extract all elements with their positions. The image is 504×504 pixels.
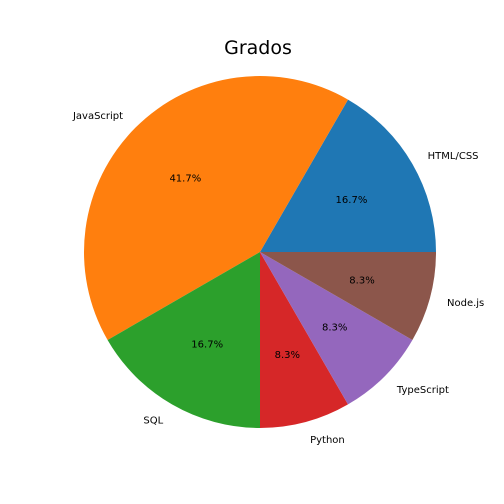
slice-percent-label: 16.7% xyxy=(336,195,368,206)
slice-label: SQL xyxy=(143,416,163,427)
slice-percent-label: 8.3% xyxy=(275,350,300,361)
pie-slice-html-css xyxy=(260,99,436,252)
pie-slice-node-js xyxy=(260,252,436,340)
slice-label: JavaScript xyxy=(72,111,123,122)
slice-label: Node.js xyxy=(447,298,484,309)
slice-percent-label: 16.7% xyxy=(191,339,223,350)
slice-label: Python xyxy=(310,435,345,446)
pie-slice-typescript xyxy=(260,252,413,405)
pie-slice-sql xyxy=(107,252,260,428)
pie-slice-python xyxy=(260,252,348,428)
chart-title: Grados xyxy=(224,37,292,59)
pie-slices xyxy=(83,75,436,428)
slice-label: HTML/CSS xyxy=(428,151,479,162)
slice-percent-label: 8.3% xyxy=(349,275,374,286)
slice-percent-label: 8.3% xyxy=(322,323,347,334)
slice-label: TypeScript xyxy=(396,385,449,396)
slice-percent-label: 41.7% xyxy=(169,173,201,184)
pie-slice-javascript xyxy=(83,75,348,340)
pie-labels: HTML/CSS 16.7% JavaScript 41.7% SQL 16.7% Pyth… xyxy=(72,111,484,446)
